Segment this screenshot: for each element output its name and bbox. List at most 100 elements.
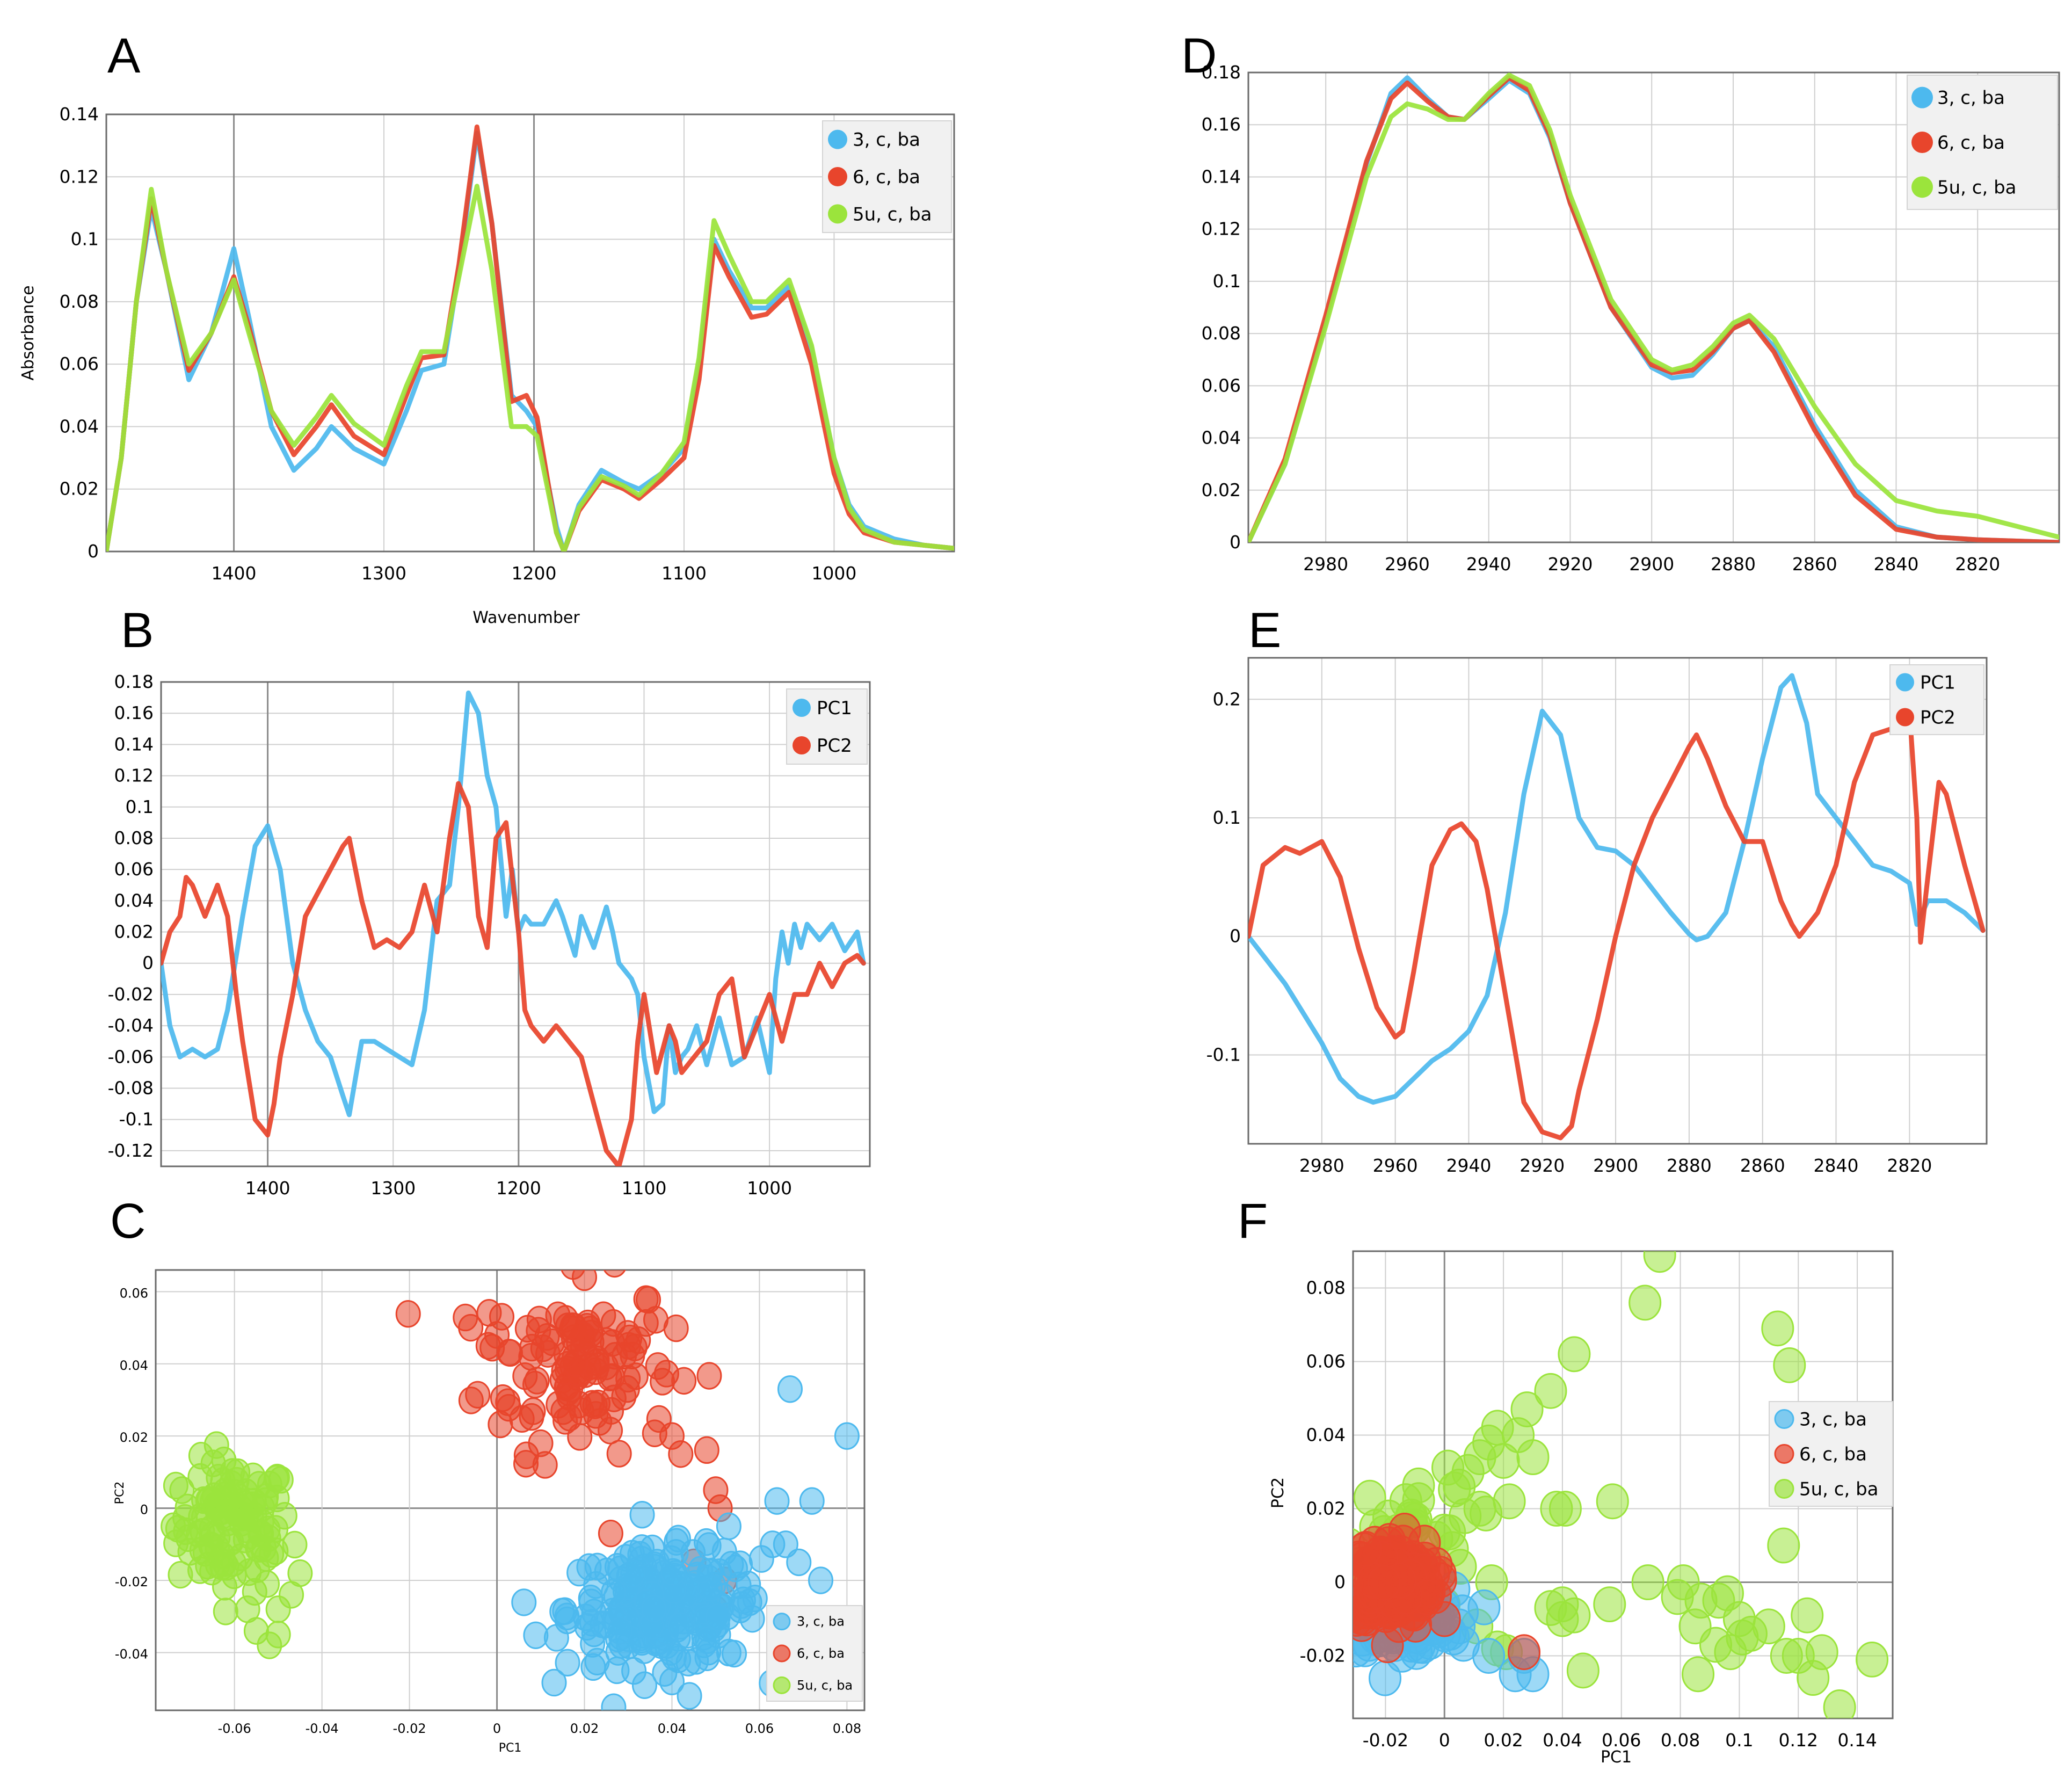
data-point bbox=[511, 1588, 537, 1616]
data-point bbox=[556, 1383, 582, 1411]
data-point bbox=[1546, 1601, 1579, 1637]
x-tick-label: 2980 bbox=[1303, 554, 1348, 575]
data-point bbox=[1823, 1689, 1856, 1718]
plot-area bbox=[1248, 72, 2059, 542]
x-tick-label: 0.14 bbox=[1837, 1730, 1877, 1751]
data-point bbox=[834, 1422, 860, 1450]
legend-marker bbox=[828, 129, 847, 149]
chart-panel-a: 0 0.02 0.04 0.06 0.08 0.1 0.12 0.14 1400 1300 1200… bbox=[19, 104, 955, 627]
data-point bbox=[1353, 1553, 1354, 1564]
legend-label: 3, c, ba bbox=[1799, 1409, 1867, 1431]
y-tick-label: 0.04 bbox=[60, 416, 99, 437]
y-tick-label: 0.06 bbox=[1306, 1351, 1346, 1372]
y-tick-label: -0.12 bbox=[108, 1140, 154, 1161]
data-point bbox=[213, 1598, 238, 1625]
x-tick-label: 1200 bbox=[511, 563, 556, 584]
y-tick-label: 0 bbox=[1334, 1572, 1346, 1593]
x-tick-label: 2920 bbox=[1547, 554, 1593, 575]
data-point bbox=[643, 1306, 669, 1334]
y-tick-label: 0.18 bbox=[1202, 62, 1241, 83]
data-point bbox=[1472, 1638, 1506, 1674]
series-line-5ucba bbox=[106, 184, 954, 551]
y-axis-label: PC2 bbox=[1269, 1477, 1288, 1508]
x-tick-label: 2900 bbox=[1593, 1155, 1638, 1176]
x-tick-label: 0.06 bbox=[745, 1721, 774, 1736]
data-point bbox=[1353, 1597, 1357, 1620]
chart-panel-d: 0 0.02 0.04 0.06 0.08 0.1 0.12 0.14 0.16 0.18 2980… bbox=[1202, 62, 2060, 575]
data-point bbox=[265, 1595, 291, 1623]
legend-marker bbox=[1911, 176, 1933, 198]
data-point bbox=[259, 1540, 285, 1568]
y-tick-label: 0.04 bbox=[1306, 1425, 1346, 1446]
x-tick-label: 1400 bbox=[212, 563, 257, 584]
data-point bbox=[578, 1584, 604, 1613]
chart-panel-f: -0.02 0 0.02 0.04 0.06 0.08 -0.02 0 0.02 0.04 0.06… bbox=[1269, 1250, 1894, 1767]
y-tick-label: 0.1 bbox=[1213, 271, 1241, 292]
y-tick-label: 0.14 bbox=[60, 104, 99, 125]
data-point bbox=[475, 1332, 501, 1360]
data-point bbox=[1534, 1373, 1567, 1409]
data-point bbox=[620, 1559, 646, 1588]
legend: 3, c, ba 6, c, ba 5u, c, ba bbox=[1907, 75, 2058, 210]
plot-area bbox=[106, 124, 954, 551]
y-tick-label: 0.08 bbox=[114, 828, 154, 848]
x-tick-label: 2940 bbox=[1466, 554, 1511, 575]
y-tick-label: 0.02 bbox=[1202, 480, 1241, 500]
data-point bbox=[601, 1578, 627, 1606]
data-point bbox=[716, 1512, 741, 1540]
x-tick-label: 1000 bbox=[747, 1178, 792, 1199]
data-point bbox=[603, 1270, 626, 1278]
data-point bbox=[229, 1501, 255, 1529]
data-point bbox=[555, 1649, 580, 1676]
data-point bbox=[584, 1552, 610, 1580]
data-point bbox=[641, 1594, 667, 1623]
data-point bbox=[554, 1602, 580, 1630]
legend-marker bbox=[1911, 132, 1933, 153]
data-point bbox=[1516, 1439, 1550, 1476]
legend-marker bbox=[1896, 673, 1914, 692]
x-tick-label: 1000 bbox=[811, 563, 856, 584]
data-point bbox=[1353, 1609, 1355, 1627]
legend-marker bbox=[1774, 1409, 1794, 1429]
data-point bbox=[777, 1375, 803, 1403]
x-tick-label: 2980 bbox=[1299, 1155, 1344, 1176]
cluster-6cba bbox=[395, 1270, 737, 1623]
legend-label: PC2 bbox=[817, 735, 852, 757]
y-tick-label: 0.1 bbox=[126, 796, 154, 817]
data-point bbox=[601, 1384, 627, 1412]
data-point bbox=[518, 1342, 544, 1371]
series-line-pc1 bbox=[161, 690, 866, 1117]
data-point bbox=[1368, 1565, 1401, 1601]
data-point bbox=[631, 1671, 657, 1699]
x-tick-label: 2820 bbox=[1887, 1155, 1932, 1176]
series-line-pc1 bbox=[1248, 673, 1986, 1105]
data-point bbox=[598, 1519, 623, 1548]
data-point bbox=[716, 1638, 741, 1667]
data-point bbox=[1596, 1483, 1629, 1520]
legend: 3, c, ba 6, c, ba 5u, c, ba bbox=[766, 1605, 863, 1702]
x-tick-label: 1100 bbox=[621, 1178, 666, 1199]
x-tick-label: -0.02 bbox=[393, 1721, 426, 1736]
y-tick-label: 0.18 bbox=[114, 671, 154, 692]
data-point bbox=[808, 1566, 834, 1594]
x-tick-label: 1100 bbox=[661, 563, 707, 584]
y-tick-label: 0.12 bbox=[114, 765, 154, 786]
y-tick-label: 0.02 bbox=[120, 1430, 148, 1445]
plot-frame bbox=[105, 113, 955, 553]
y-tick-label: 0.16 bbox=[114, 702, 154, 723]
y-tick-label: -0.02 bbox=[115, 1574, 148, 1589]
series-line-3cba bbox=[106, 130, 954, 551]
data-point bbox=[650, 1368, 675, 1396]
data-point bbox=[458, 1313, 484, 1342]
legend-label: 6, c, ba bbox=[797, 1646, 845, 1661]
x-tick-label: 2840 bbox=[1873, 554, 1918, 575]
x-tick-label: 0 bbox=[493, 1721, 501, 1736]
data-point bbox=[1353, 1479, 1386, 1516]
y-tick-label: 0.04 bbox=[1202, 427, 1241, 448]
series-line-6cba bbox=[1248, 75, 2059, 542]
y-tick-label: -0.1 bbox=[1206, 1044, 1241, 1065]
data-point bbox=[1631, 1564, 1664, 1600]
y-tick-label: 0.1 bbox=[71, 229, 99, 250]
panel-letter-d: D bbox=[1181, 28, 1217, 83]
data-point bbox=[1558, 1336, 1591, 1373]
